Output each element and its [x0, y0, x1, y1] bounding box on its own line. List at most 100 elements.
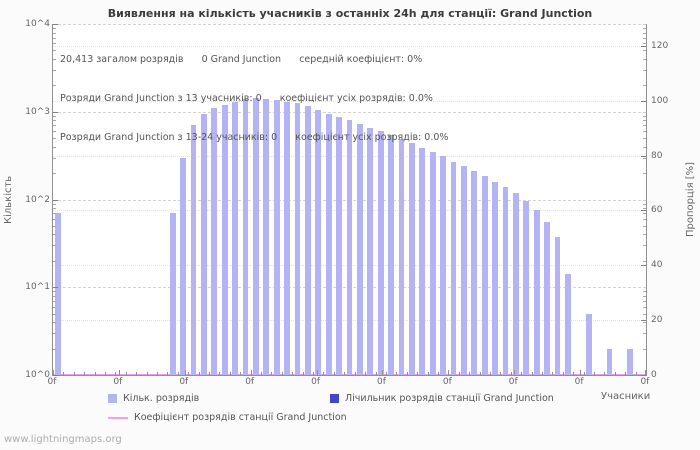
- count-bar: [502, 186, 509, 375]
- count-bar: [523, 201, 530, 375]
- x-minor-tick: [281, 372, 283, 375]
- y-minor-tick: [53, 69, 56, 71]
- count-bar: [565, 274, 571, 375]
- legend-row: Кільк. розрядів Лічильник розрядів станц…: [108, 389, 554, 408]
- x-minor-tick: [302, 372, 304, 375]
- x-major-tick: [250, 370, 252, 375]
- x-major-tick: [316, 370, 318, 375]
- x-tick-label: 0f: [376, 377, 386, 387]
- x-tick-label: 0f: [311, 377, 320, 387]
- stats-line-13-24-participants: Розряди Grand Junction з 13-24 учасників…: [60, 132, 449, 143]
- x-minor-tick: [240, 372, 242, 375]
- count-bar: [304, 106, 311, 375]
- count-bar: [346, 120, 353, 375]
- y-minor-tick: [643, 300, 646, 302]
- y-minor-tick: [53, 208, 56, 209]
- x-major-tick: [118, 370, 120, 375]
- right-major-tick: [641, 45, 646, 47]
- x-minor-tick: [562, 372, 564, 375]
- y-minor-tick: [53, 173, 56, 175]
- count-bar: [356, 123, 363, 375]
- y-major-tick: [53, 24, 58, 25]
- right-major-tick: [641, 210, 646, 212]
- y-minor-tick: [643, 291, 646, 293]
- y-minor-tick: [53, 50, 56, 52]
- y-minor-tick: [53, 295, 56, 297]
- x-minor-tick: [635, 372, 637, 375]
- y-minor-tick: [643, 260, 646, 262]
- y-minor-tick: [53, 85, 56, 87]
- x-major-tick: [184, 370, 186, 375]
- x-minor-tick: [489, 372, 491, 375]
- x-tick-label: 0f: [47, 377, 57, 387]
- count-bar: [294, 103, 301, 375]
- y-axis-title-right: Пропорція [%]: [685, 161, 696, 238]
- count-bar: [284, 101, 290, 375]
- x-minor-tick: [313, 372, 315, 375]
- count-bar: [481, 176, 488, 375]
- y-minor-tick: [643, 225, 646, 227]
- y-minor-tick: [53, 260, 56, 262]
- x-minor-tick: [479, 372, 481, 375]
- x-minor-tick: [125, 372, 127, 375]
- y-minor-tick: [643, 313, 646, 315]
- count-bar: [200, 113, 207, 375]
- y-minor-tick: [643, 234, 646, 236]
- watermark-link[interactable]: www.lightningmaps.org: [4, 434, 122, 445]
- y-minor-tick: [643, 50, 646, 52]
- count-bar: [388, 135, 394, 375]
- count-bar: [242, 99, 249, 375]
- y-minor-tick: [53, 322, 56, 324]
- right-tick-label: 40: [651, 260, 663, 271]
- x-minor-tick: [323, 372, 325, 375]
- y-major-tick: [53, 199, 58, 201]
- x-minor-tick: [261, 372, 263, 375]
- count-bar: [429, 151, 436, 375]
- count-bar: [440, 156, 447, 375]
- legend-row: Коефіцієнт розрядів станції Grand Juncti…: [108, 408, 554, 427]
- legend-label-coefficient: Коефіцієнт розрядів станції Grand Juncti…: [134, 412, 347, 423]
- x-minor-tick: [198, 372, 200, 375]
- count-bar: [409, 143, 415, 375]
- decade-gridline: [53, 111, 646, 113]
- count-bar: [263, 98, 270, 375]
- y-minor-tick: [643, 218, 646, 220]
- x-axis-labels: 0f 0f 0f 0f 0f 0f 0f 0f 0f 0f: [48, 377, 650, 388]
- y-minor-tick: [643, 306, 646, 308]
- y-minor-tick: [53, 131, 56, 133]
- right-tick-label: 80: [651, 150, 663, 161]
- x-minor-tick: [115, 372, 117, 375]
- x-minor-tick: [614, 372, 616, 375]
- x-minor-tick: [583, 372, 585, 375]
- count-bar: [377, 131, 384, 375]
- count-bar: [190, 125, 197, 375]
- x-tick-label: 0f: [640, 377, 650, 387]
- right-major-tick: [641, 265, 646, 267]
- x-minor-tick: [136, 372, 138, 375]
- y-tick-label: 10^0: [25, 370, 50, 380]
- y-minor-tick: [643, 348, 646, 350]
- count-bar: [585, 313, 592, 375]
- x-minor-tick: [417, 372, 419, 375]
- y-minor-tick: [53, 225, 56, 227]
- count-bar: [336, 116, 342, 375]
- x-minor-tick: [105, 372, 107, 375]
- right-major-tick: [641, 375, 646, 376]
- y-major-tick: [53, 375, 58, 376]
- chart-title: Виявлення на кількість учасників з остан…: [107, 7, 593, 20]
- y-minor-tick: [643, 203, 646, 205]
- x-minor-tick: [573, 372, 575, 375]
- x-minor-tick: [167, 372, 169, 375]
- y-minor-tick: [53, 138, 56, 140]
- x-minor-tick: [63, 372, 65, 375]
- x-minor-tick: [646, 372, 647, 375]
- y-minor-tick: [643, 213, 646, 215]
- legend: Кільк. розрядів Лічильник розрядів станц…: [108, 389, 554, 427]
- y-minor-tick: [53, 333, 56, 335]
- stats-line-13-participants: Розряди Grand Junction з 13 учасників: 0…: [60, 93, 433, 104]
- count-bar: [325, 113, 332, 375]
- count-bar: [315, 109, 322, 375]
- x-minor-tick: [521, 372, 523, 375]
- x-minor-tick: [354, 372, 356, 375]
- x-minor-tick: [531, 372, 533, 375]
